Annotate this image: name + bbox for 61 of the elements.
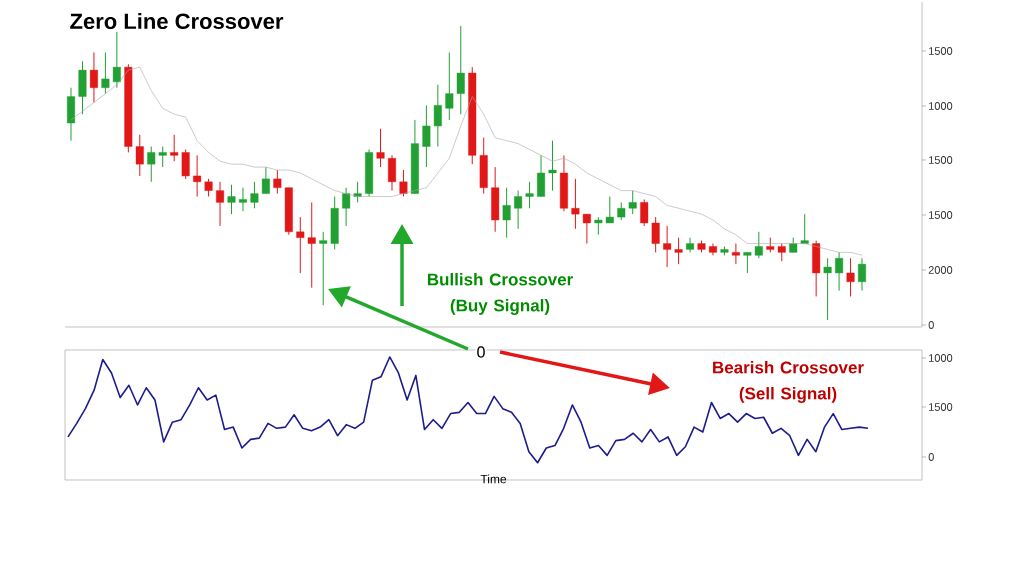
candlestick [307, 201, 316, 289]
candlestick [319, 231, 328, 306]
candlestick [181, 148, 190, 180]
text: 1500 [929, 156, 953, 164]
candlestick [250, 181, 259, 209]
text: 1000 [929, 354, 953, 362]
candlestick [135, 134, 144, 177]
candlestick [216, 181, 225, 227]
candlestick [112, 31, 121, 89]
candlestick [296, 216, 305, 274]
candlestick [399, 169, 408, 198]
annotation: Bullish Crossover (Buy Signal) [427, 273, 573, 315]
text: 0 [928, 453, 934, 461]
candlestick [89, 51, 98, 103]
chart-title: Zero Line Crossover [70, 12, 284, 30]
candlestick [227, 184, 236, 215]
candlestick [456, 25, 465, 115]
candlestick [651, 216, 660, 253]
candlestick [273, 169, 282, 195]
candlestick [846, 257, 855, 297]
candlestick [502, 187, 511, 239]
candlestick [342, 187, 351, 227]
candlestick [193, 154, 202, 198]
text: 2000 [928, 266, 953, 274]
text: 1000 [929, 102, 953, 110]
candlestick [548, 140, 557, 192]
candlestick [158, 146, 167, 168]
candlestick [238, 187, 247, 212]
candlestick [640, 198, 649, 227]
candlestick [743, 251, 752, 274]
candlestick [686, 237, 695, 253]
text: 0 [928, 321, 934, 329]
candlestick [858, 257, 866, 292]
candlestick [731, 243, 740, 265]
annotation: 0 [477, 346, 485, 358]
x-axis-title: Time [480, 474, 507, 484]
text: 1500 [929, 403, 953, 411]
candlestick [823, 257, 832, 321]
candlestick [170, 134, 179, 162]
candlestick [663, 225, 672, 268]
candlestick [261, 166, 270, 195]
candlestick [525, 181, 534, 209]
annotation: Bearish Crossover (Sell Signal) [713, 361, 864, 403]
candlestick [754, 231, 763, 259]
text: 1500 [929, 47, 953, 55]
candlestick [433, 84, 442, 148]
candlestick [101, 51, 110, 95]
candlestick [605, 196, 614, 224]
candlestick [388, 154, 396, 192]
candlestick [674, 237, 683, 265]
candlestick [514, 190, 523, 230]
text: 1500 [929, 211, 953, 219]
candlestick [445, 51, 454, 121]
candlestick [582, 213, 591, 245]
candlestick [537, 154, 546, 198]
candlestick [422, 104, 431, 168]
candlestick [571, 178, 580, 230]
candlestick [376, 128, 385, 168]
candlestick [147, 146, 156, 183]
candlestick [628, 190, 637, 215]
candlestick [835, 251, 844, 292]
